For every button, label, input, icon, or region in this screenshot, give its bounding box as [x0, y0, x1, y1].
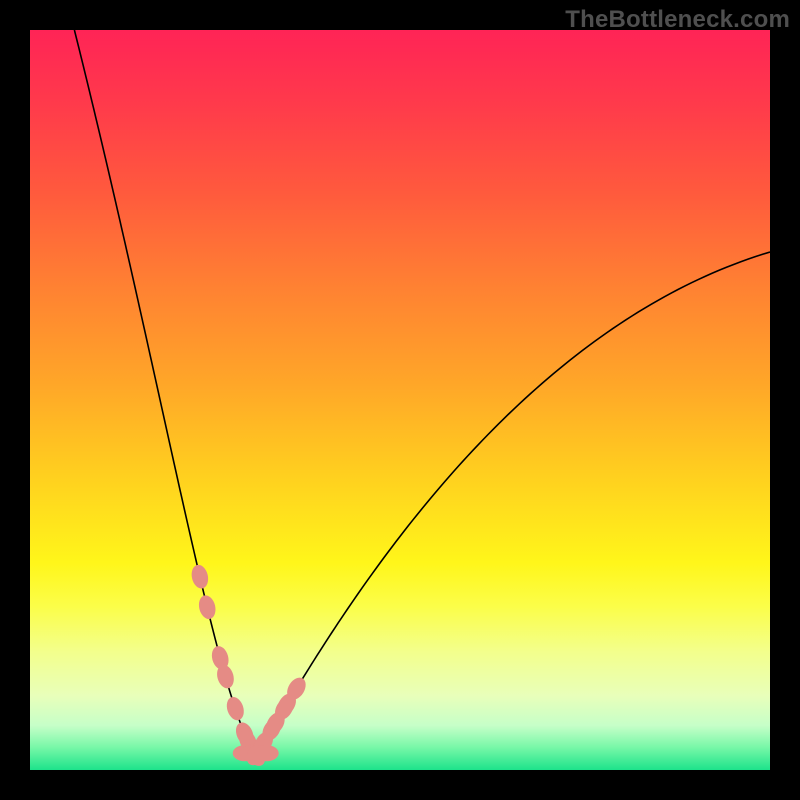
watermark-attribution: TheBottleneck.com — [565, 6, 790, 34]
bead-bottom-3 — [255, 745, 279, 761]
